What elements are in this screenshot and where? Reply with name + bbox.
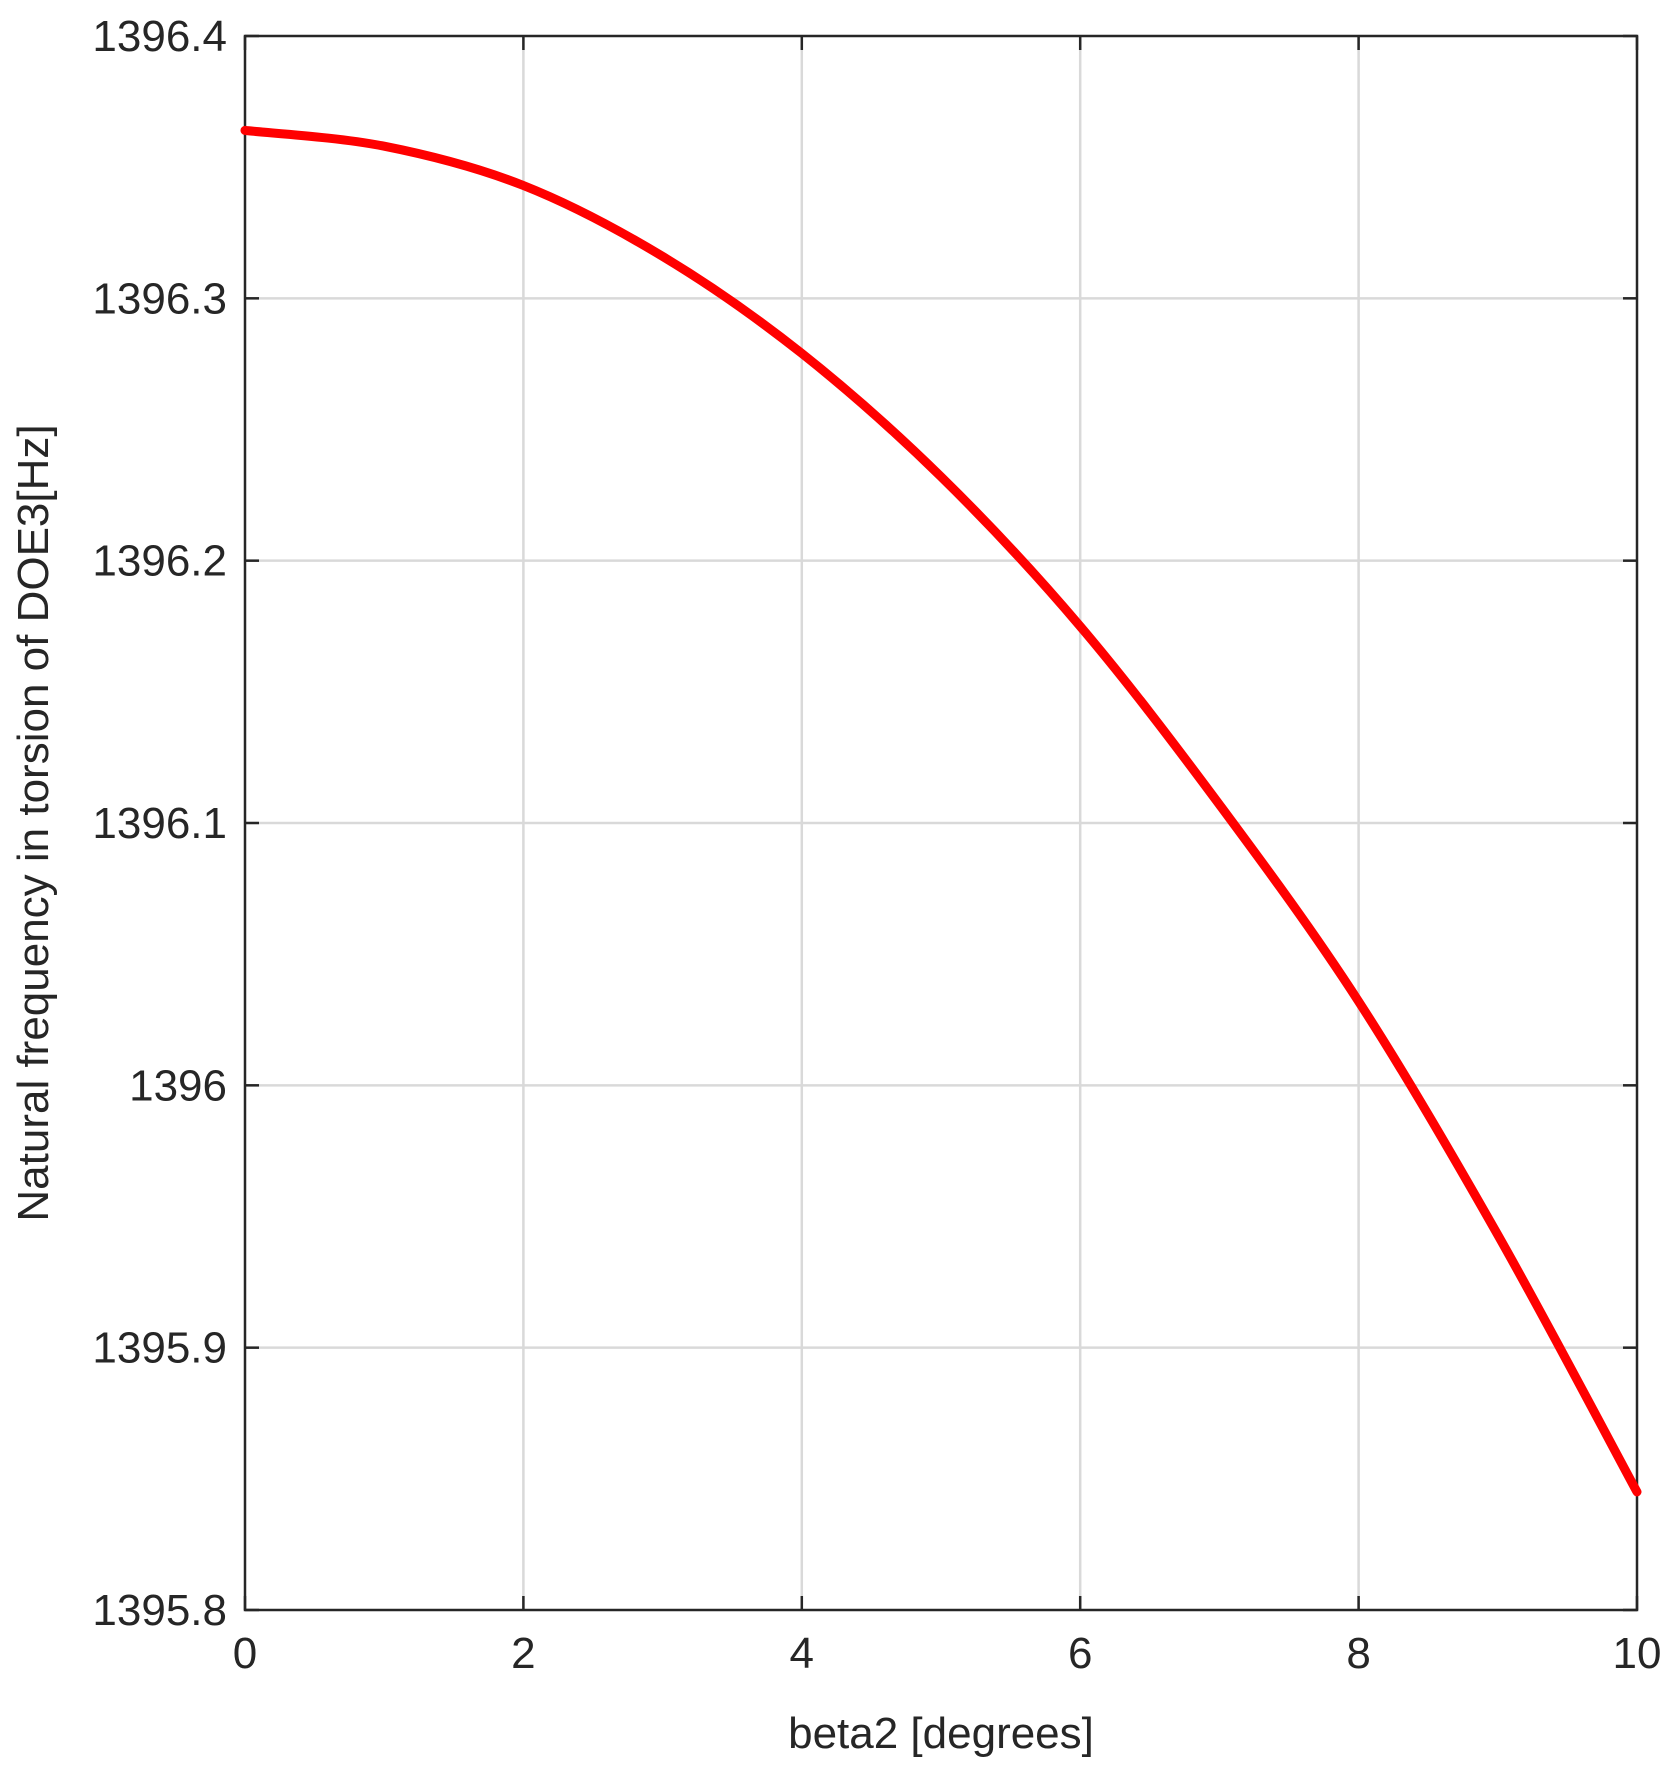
x-tick-label: 10 [1613,1629,1662,1678]
y-tick-label: 1396 [129,1061,227,1110]
x-tick-label: 8 [1346,1629,1370,1678]
label-layer: 0 2 4 6 8 10 1395.8 1395.9 1396 1396.1 1396.2 1396.… [92,12,1661,1678]
x-tick-label: 4 [790,1629,814,1678]
y-tick-label: 1396.3 [92,274,227,323]
series-line [240,125,1642,1497]
y-tick-label: 1395.9 [92,1324,227,1373]
x-tick-label: 6 [1068,1629,1092,1678]
tick-layer [243,34,1639,1612]
y-axis-title: Natural frequency in torsion of DOE3[Hz] [9,424,58,1221]
x-tick-label: 2 [511,1629,535,1678]
y-tick-label: 1396.2 [92,537,227,586]
y-tick-label: 1396.1 [92,799,227,848]
series-layer [240,125,1642,1497]
y-tick-label: 1395.8 [92,1586,227,1635]
grid-layer [245,36,1637,1610]
x-axis-title: beta2 [degrees] [788,1709,1094,1758]
x-tick-label: 0 [233,1629,257,1678]
y-tick-label: 1396.4 [92,12,227,61]
